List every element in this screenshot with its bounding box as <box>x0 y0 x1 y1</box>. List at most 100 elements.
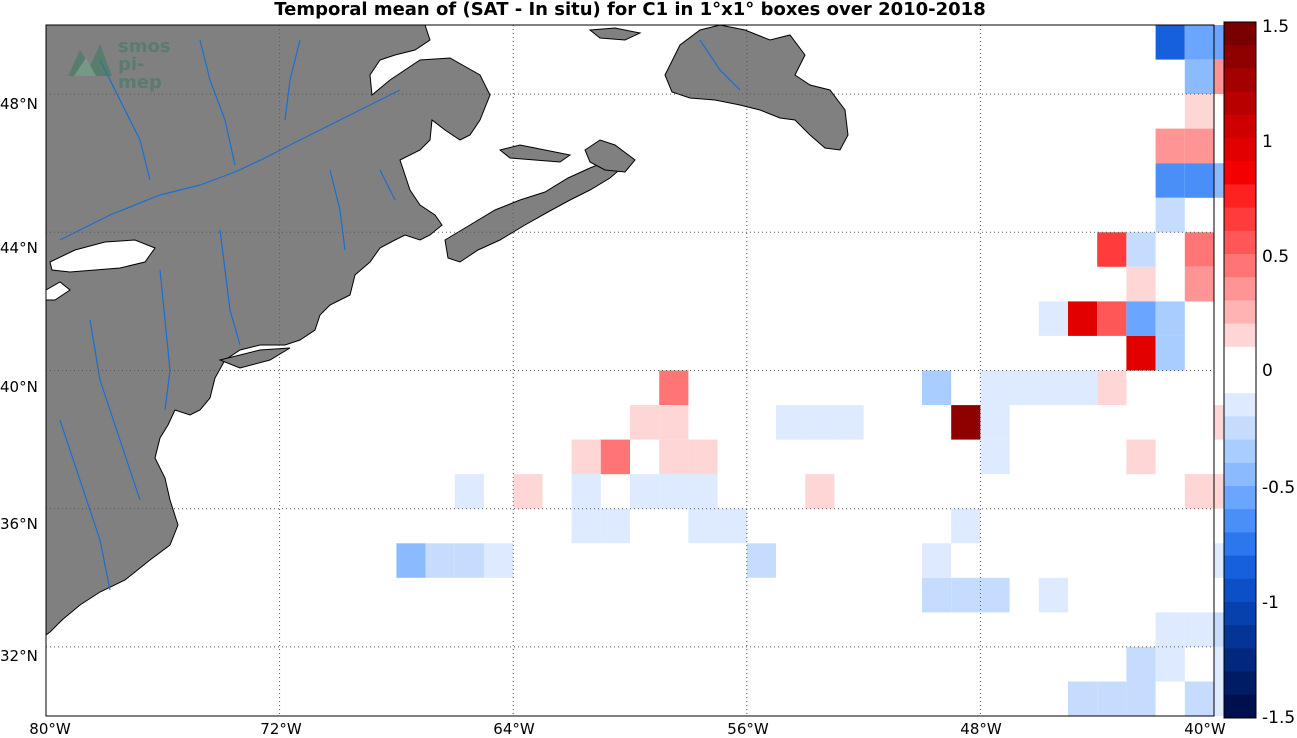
heatmap-cell <box>1126 266 1156 302</box>
colorbar-step <box>1224 694 1256 719</box>
heatmap-cell <box>1068 681 1098 716</box>
heatmap-cell <box>1184 612 1214 647</box>
colorbar-tick-label: 0 <box>1262 361 1273 381</box>
anticosti-island <box>588 27 642 41</box>
colorbar-step <box>1224 532 1256 557</box>
heatmap-cell <box>600 439 630 475</box>
colorbar-step <box>1224 323 1256 348</box>
colorbar-step <box>1224 486 1256 510</box>
heatmap-cell <box>688 439 718 475</box>
heatmap-cell <box>1068 370 1098 406</box>
heatmap-cell <box>688 508 718 544</box>
river <box>99 59 151 181</box>
heatmap-cell <box>1155 128 1185 164</box>
lake-ontario <box>49 239 156 273</box>
river <box>59 419 111 591</box>
heatmap-cell <box>659 370 689 406</box>
heatmap-cell <box>1097 232 1127 267</box>
colorbar-step <box>1224 346 1256 371</box>
colorbar-step <box>1224 416 1256 441</box>
colorbar-step <box>1224 602 1256 626</box>
heatmap-cell <box>1184 128 1214 164</box>
gridlines <box>46 25 1214 716</box>
colorbar-tick-label: 1.5 <box>1262 17 1290 37</box>
y-tick-label: 32°N <box>0 647 38 665</box>
colorbar-step <box>1224 462 1256 487</box>
colorbar-step <box>1224 509 1256 533</box>
x-tick-label: 56°W <box>727 720 769 738</box>
heatmap-cell <box>659 405 689 440</box>
colorbar-step <box>1224 277 1256 301</box>
heatmap-cell <box>571 474 601 509</box>
heatmap-cell <box>1184 681 1214 716</box>
y-tick-label: 40°N <box>0 378 38 396</box>
heatmap-cell <box>776 405 806 440</box>
heatmap-cell <box>1155 25 1185 60</box>
heatmap-cell <box>454 543 484 578</box>
river <box>284 39 301 121</box>
colorbar-step <box>1224 138 1256 162</box>
colorbar-step <box>1224 671 1256 696</box>
colorbar-frame <box>1223 21 1257 719</box>
colorbar <box>1224 22 1256 719</box>
colorbar-step <box>1224 45 1256 69</box>
river <box>159 269 171 411</box>
rivers-layer <box>59 39 741 591</box>
colorbar-tick-label: 1 <box>1262 132 1273 152</box>
heatmap-cell <box>834 405 864 440</box>
heatmap-cell <box>717 508 747 544</box>
colorbar-step <box>1224 393 1256 417</box>
heatmap-cell <box>922 577 952 613</box>
heatmap-cell <box>746 543 776 578</box>
x-tick-label: 48°W <box>960 720 1002 738</box>
colorbar-step <box>1224 254 1256 278</box>
nova-scotia <box>444 159 626 263</box>
y-tick-label: 36°N <box>0 515 38 533</box>
prince-edward-island <box>498 144 572 163</box>
heatmap-cell <box>1184 163 1214 198</box>
heatmap-cell <box>1038 577 1068 613</box>
heatmap-cell <box>1126 681 1156 716</box>
y-tick-label: 44°N <box>0 239 38 257</box>
heatmap-cell <box>630 405 660 440</box>
heatmap-cell <box>980 405 1010 440</box>
colorbar-step <box>1224 184 1256 209</box>
colorbar-step <box>1224 161 1256 185</box>
heatmap-cell <box>1126 232 1156 267</box>
heatmap-cell <box>1184 94 1214 129</box>
colorbar-tick-label: -0.5 <box>1262 478 1296 498</box>
heatmap-cell <box>571 439 601 475</box>
saint-lawrence-river <box>59 89 401 241</box>
x-tick-label: 40°W <box>1184 720 1226 738</box>
heatmap-cell <box>1184 266 1214 302</box>
logo-text-line2: pi-mep <box>118 54 162 93</box>
heatmap-cell <box>659 439 689 475</box>
heatmap-cell <box>980 577 1010 613</box>
heatmap-cell <box>630 474 660 509</box>
heatmap-cell <box>484 543 514 578</box>
heatmap-cell <box>922 543 952 578</box>
y-tick-label: 48°N <box>0 95 38 113</box>
heatmap-cell <box>1155 301 1185 336</box>
x-tick-label: 64°W <box>493 720 535 738</box>
heatmap-cell <box>1126 439 1156 475</box>
colorbar-step <box>1224 68 1256 93</box>
heatmap-cell <box>980 370 1010 406</box>
colorbar-step <box>1224 22 1256 46</box>
x-tick-label: 80°W <box>29 720 71 738</box>
heatmap-cell <box>1068 301 1098 336</box>
heatmap-cell <box>1038 370 1068 406</box>
heatmap-cell <box>1155 197 1185 233</box>
heatmap-cell <box>600 508 630 544</box>
colorbar-step <box>1224 207 1256 232</box>
heatmap-cell <box>571 508 601 544</box>
heatmap-cell <box>1097 681 1127 716</box>
colorbar-step <box>1224 300 1256 325</box>
heatmap-cell <box>1184 232 1214 267</box>
heatmap-cell <box>513 474 543 509</box>
heatmap-cell <box>1184 474 1214 509</box>
colorbar-step <box>1224 439 1256 464</box>
smos-pimep-logo: smos pi-mep <box>66 36 171 92</box>
land-layer <box>45 24 849 636</box>
